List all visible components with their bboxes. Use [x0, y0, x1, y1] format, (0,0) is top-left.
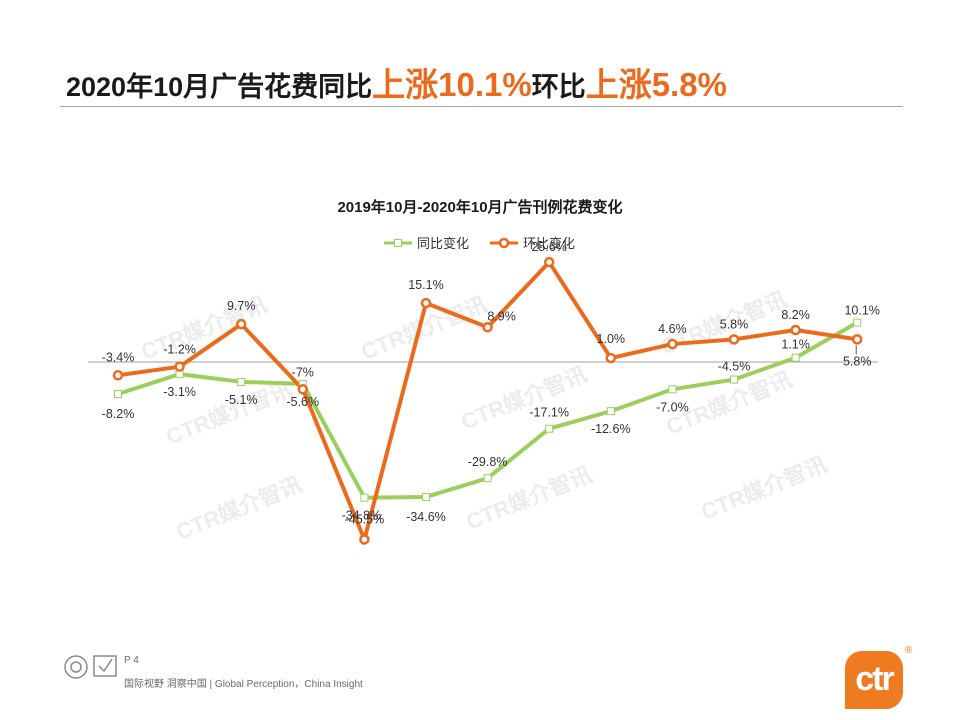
yoy-point-2020-04 [483, 474, 492, 483]
title-highlight-yoy: 上涨10.1% [372, 66, 532, 103]
yoy-label-2020-06: -12.6% [591, 422, 631, 436]
yoy-label-2020-07: -7.0% [656, 400, 689, 414]
legend-mom-marker [498, 237, 510, 249]
yoy-label-2019-12: -5.1% [225, 393, 258, 407]
yoy-point-2020-07 [668, 385, 677, 394]
yoy-label-2020-04: -29.8% [468, 455, 508, 469]
mom-point-2020-05 [543, 256, 555, 268]
ctr-logo: ctr [845, 651, 903, 709]
mom-point-2019-10 [112, 370, 124, 381]
yoy-point-2019-12 [237, 377, 246, 386]
title-divider [60, 106, 903, 107]
mom-point-2020-06 [605, 352, 617, 364]
yoy-label-2019-10: -8.2% [102, 407, 135, 421]
mom-point-2020-02 [359, 534, 370, 545]
footer-slogan: 国际视野 洞察中国 | Global Perception，China Insi… [124, 679, 363, 690]
yoy-point-2020-05 [545, 424, 554, 433]
yoy-point-2020-02 [360, 493, 369, 502]
slide-title: 2020年10月广告花费同比上涨10.1%环比上涨5.8% [66, 58, 727, 106]
title-part-1: 2020年10月广告花费同比 [66, 72, 373, 102]
yoy-label-2019-11: -3.1% [163, 385, 196, 399]
mom-label-2020-08: 5.8% [720, 317, 749, 331]
chart-title: 2019年10月-2020年10月广告刊例花费变化 [337, 198, 622, 216]
watermark-8: CTR媒介智讯 [698, 452, 831, 525]
yoy-point-2020-08 [730, 375, 738, 384]
mom-point-2020-10 [851, 334, 863, 345]
yoy-label-2020-05: -17.1% [529, 406, 569, 420]
yoy-point-2020-10 [853, 318, 862, 327]
watermark-5: CTR媒介智讯 [463, 462, 596, 535]
yoy-point-2019-10 [114, 389, 122, 398]
registered-mark: ® [905, 645, 913, 656]
certification-logos [64, 655, 117, 679]
mom-point-2020-09 [790, 324, 801, 336]
mom-label-2019-12: 9.7% [227, 299, 256, 313]
title-part-2: 环比 [531, 72, 586, 102]
mom-label-2020-07: 4.6% [658, 322, 687, 336]
mom-point-2019-11 [174, 361, 185, 372]
page-number: P 4 [124, 655, 139, 666]
mom-label-2020-04: 8.9% [487, 309, 516, 323]
mom-point-2020-01 [297, 384, 309, 395]
yoy-label-2020-02: -34.8% [342, 509, 382, 523]
yoy-point-2020-03 [422, 492, 430, 501]
yoy-label-2020-09: 1.1% [781, 338, 810, 352]
mom-label-2020-01: -7% [292, 365, 314, 379]
mom-label-2020-05: 25.6% [531, 240, 566, 254]
mom-point-2020-07 [667, 338, 678, 350]
mom-label-2020-06: 1.0% [597, 332, 626, 346]
mom-point-2019-12 [235, 318, 247, 330]
yoy-label-2020-01: -5.6% [286, 395, 319, 409]
yoy-point-2020-06 [606, 407, 615, 416]
yoy-point-2020-09 [791, 353, 800, 362]
mom-label-2019-11: -1.2% [163, 343, 196, 357]
mom-label-2019-10: -3.4% [102, 350, 135, 364]
title-highlight-mom: 上涨5.8% [585, 66, 727, 103]
mom-point-2020-08 [728, 334, 740, 345]
mom-label-2020-03: 15.1% [408, 278, 443, 292]
mom-point-2020-04 [482, 322, 493, 333]
legend-yoy-label: 同比变化 [417, 236, 469, 251]
mom-label-2020-09: 8.2% [781, 308, 810, 322]
yoy-label-2020-10: 10.1% [844, 304, 879, 318]
mom-label-2020-02: -45.5% [345, 512, 385, 526]
yoy-label-2020-03: -34.6% [406, 510, 446, 524]
legend-yoy-marker [394, 239, 402, 247]
watermark-2: CTR媒介智讯 [173, 472, 306, 545]
mom-label-2020-10: 5.8% [843, 354, 872, 368]
mom-point-2020-03 [420, 297, 432, 309]
yoy-label-2020-08: -4.5% [718, 360, 751, 374]
legend-mom-label: 环比变化 [523, 236, 575, 251]
